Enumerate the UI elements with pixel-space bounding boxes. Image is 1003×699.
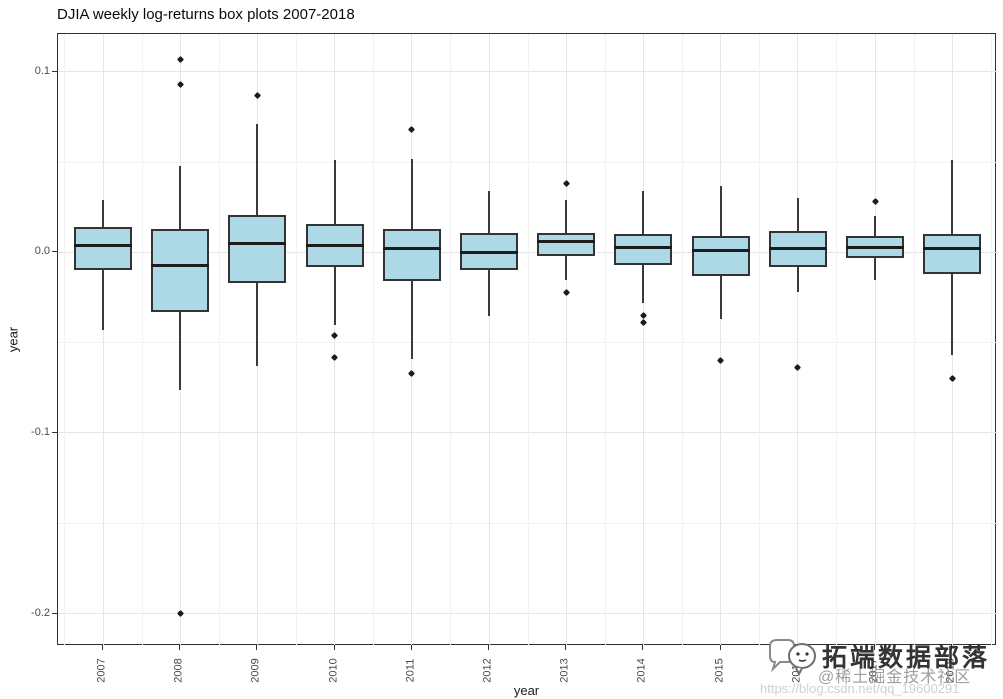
x-tick-mark [410, 645, 412, 650]
x-major-gridline [720, 34, 722, 646]
y-tick-label: 0.0 [34, 245, 50, 258]
median-2016 [768, 247, 827, 251]
x-tick-mark [102, 645, 103, 650]
y-tick-mark [52, 251, 57, 253]
y-minor-gridline [58, 522, 997, 524]
x-minor-gridline [604, 34, 606, 646]
x-major-gridline [642, 34, 644, 646]
x-tick-mark [256, 645, 258, 650]
y-tick-label: -0.1 [31, 425, 50, 438]
median-2014 [614, 245, 673, 249]
y-minor-gridline [58, 342, 997, 344]
median-2009 [228, 241, 287, 245]
median-2017 [846, 245, 904, 249]
outlier-point [948, 375, 956, 383]
box-2009 [228, 214, 287, 284]
outlier-point [176, 81, 184, 89]
box-2011 [382, 228, 441, 282]
median-2015 [691, 249, 750, 253]
x-minor-gridline [990, 34, 992, 646]
median-2010 [305, 243, 364, 247]
outlier-point [331, 331, 339, 340]
x-minor-gridline [527, 34, 529, 646]
outlier-point [871, 198, 879, 206]
x-minor-gridline [296, 34, 297, 646]
x-major-gridline [797, 34, 799, 646]
x-tick-mark [874, 645, 875, 650]
x-major-gridline [565, 34, 567, 646]
x-major-gridline [874, 34, 876, 646]
x-tick-mark [488, 645, 489, 650]
outlier-point [408, 369, 416, 377]
x-major-gridline [334, 34, 336, 646]
x-tick-mark [179, 645, 181, 650]
x-axis-label: year [513, 683, 540, 698]
x-tick-mark [642, 645, 644, 650]
y-tick-label: 0.1 [34, 64, 50, 77]
outlier-point [562, 180, 570, 188]
median-2013 [537, 240, 596, 244]
x-minor-gridline [836, 34, 838, 646]
x-minor-gridline [682, 34, 683, 646]
plot-panel [57, 33, 997, 646]
median-2011 [382, 247, 441, 251]
x-minor-gridline [218, 34, 220, 646]
y-tick-mark [52, 612, 57, 614]
outlier-point [176, 609, 184, 618]
outlier-point [176, 55, 184, 63]
y-tick-mark [52, 431, 57, 433]
outlier-point [253, 91, 261, 99]
outlier-point [794, 364, 802, 372]
median-2012 [460, 250, 518, 254]
y-tick-label: -0.2 [31, 606, 50, 619]
median-2008 [151, 263, 210, 267]
y-axis-label: year [5, 326, 21, 353]
y-major-gridline [58, 251, 997, 253]
x-tick-mark [565, 645, 567, 650]
y-minor-gridline [58, 161, 997, 163]
x-tick-mark [333, 645, 335, 650]
x-minor-gridline [64, 34, 66, 646]
x-minor-gridline [913, 34, 915, 646]
x-major-gridline [488, 34, 490, 646]
x-minor-gridline [373, 34, 375, 646]
x-minor-gridline [759, 34, 761, 646]
box-2007 [74, 227, 132, 271]
box-2013 [537, 232, 596, 257]
box-2015 [691, 236, 750, 276]
outlier-point [639, 319, 647, 327]
outlier-point [331, 353, 339, 361]
outlier-point [408, 126, 416, 134]
y-tick-mark [52, 70, 57, 72]
y-major-gridline [58, 71, 997, 73]
box-2008 [151, 228, 210, 312]
median-2018 [923, 247, 982, 251]
box-2018 [923, 234, 982, 275]
median-2007 [74, 243, 132, 247]
x-minor-gridline [450, 34, 452, 646]
x-tick-mark [796, 645, 798, 650]
x-minor-gridline [141, 34, 143, 646]
outlier-point [717, 357, 725, 365]
box-2014 [614, 234, 673, 266]
y-major-gridline [58, 432, 997, 434]
x-tick-mark [951, 645, 953, 650]
y-major-gridline [58, 613, 997, 614]
outlier-point [562, 288, 570, 296]
x-major-gridline [102, 34, 104, 646]
chart-title: DJIA weekly log-returns box plots 2007-2… [57, 6, 355, 23]
x-tick-mark [719, 645, 721, 650]
